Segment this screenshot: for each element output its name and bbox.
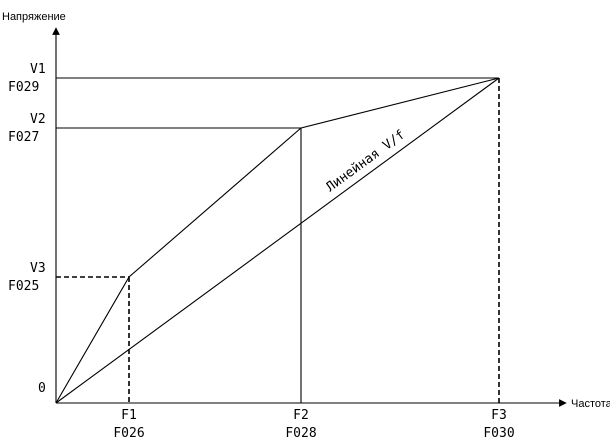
f2-code: F028 bbox=[285, 426, 316, 441]
origin-label: 0 bbox=[38, 381, 46, 396]
y-axis-label: Напряжение bbox=[2, 11, 66, 23]
v2-code: F027 bbox=[8, 130, 39, 145]
f1-label: F1 bbox=[121, 408, 137, 423]
v2-label: V2 bbox=[30, 112, 46, 127]
f3-code: F030 bbox=[483, 426, 514, 441]
v1-label: V1 bbox=[30, 62, 46, 77]
v3-code: F025 bbox=[8, 279, 39, 294]
v3-label: V3 bbox=[30, 261, 46, 276]
f1-code: F026 bbox=[113, 426, 144, 441]
linear-vf-curve bbox=[55, 77, 500, 404]
v1-code: F029 bbox=[8, 80, 39, 95]
x-axis-label: Частота bbox=[571, 398, 610, 410]
multipoint-vf-curve bbox=[55, 77, 500, 404]
f2-label: F2 bbox=[293, 408, 309, 423]
linear-vf-label: Линейная V/f bbox=[323, 128, 408, 196]
f3-label: F3 bbox=[491, 408, 507, 423]
